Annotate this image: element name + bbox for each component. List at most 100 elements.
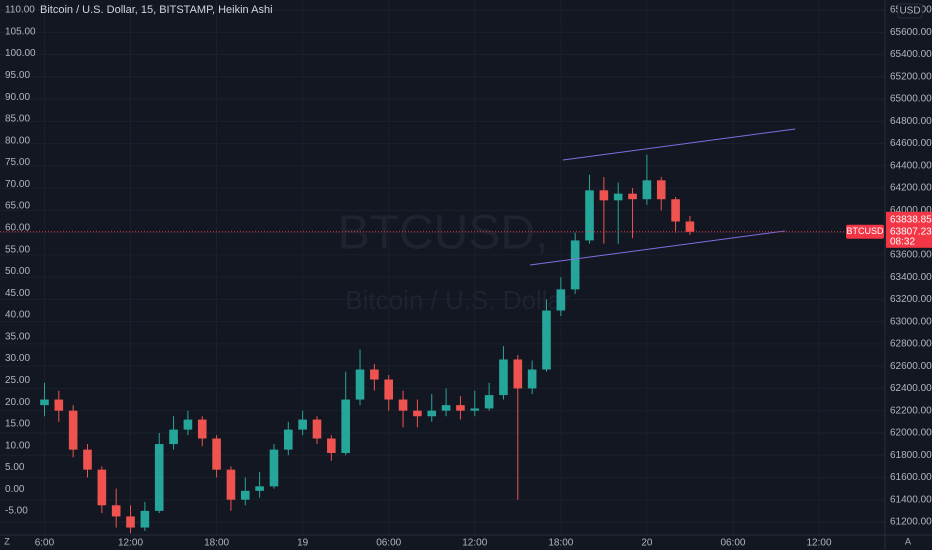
y2-tick-label: 10.00 xyxy=(5,440,30,451)
candle-body xyxy=(685,221,695,232)
candle-body xyxy=(169,429,178,445)
y2-tick-label: 50.00 xyxy=(5,266,30,277)
y-tick-label: 64000.00 xyxy=(890,205,932,216)
y2-tick-label: 45.00 xyxy=(5,288,30,299)
y2-tick-label: 20.00 xyxy=(5,397,30,408)
candle-body xyxy=(370,369,379,380)
candle-body xyxy=(154,444,164,511)
countdown-label: 08:32 xyxy=(890,236,915,247)
candle-body xyxy=(513,359,523,389)
candle-body xyxy=(642,180,652,200)
candle-body xyxy=(212,438,221,470)
candle-body xyxy=(355,369,365,400)
candle-body xyxy=(656,180,666,200)
candle-body xyxy=(54,399,64,411)
corner-left[interactable]: Z xyxy=(4,536,10,546)
y2-tick-label: 55.00 xyxy=(5,244,30,255)
candle-body xyxy=(456,405,465,411)
currency[interactable]: USD xyxy=(899,6,920,17)
candle-body xyxy=(40,399,49,406)
x-tick-label: 12:00 xyxy=(118,538,143,549)
trend-line xyxy=(562,128,796,161)
trend-line xyxy=(529,230,786,266)
y-tick-label: 62200.00 xyxy=(890,405,932,416)
corner-right[interactable]: A xyxy=(905,536,911,546)
y2-tick-label: 90.00 xyxy=(5,92,30,103)
candle-body xyxy=(484,395,494,409)
candle-body xyxy=(97,469,107,506)
y2-tick-label: 35.00 xyxy=(5,331,30,342)
candle-body xyxy=(384,379,394,400)
candle-body xyxy=(527,369,537,389)
candle-body xyxy=(126,516,135,528)
symbol-label: BTCUSD xyxy=(846,226,884,236)
y2-tick-label: 25.00 xyxy=(5,375,30,386)
candle-body xyxy=(413,410,422,417)
candle-body xyxy=(83,449,92,470)
y-tick-label: 61600.00 xyxy=(890,472,932,483)
y-tick-label: 65600.00 xyxy=(890,27,932,38)
overlays: BTCUSD xyxy=(0,128,885,266)
high-price-label: 63838.85 xyxy=(890,214,932,225)
candle-body xyxy=(298,419,307,430)
candle-body xyxy=(613,193,623,201)
y2-tick-label: 75.00 xyxy=(5,157,30,168)
watermark-symbol: BTCUSD, xyxy=(338,207,549,260)
y-tick-label: 64600.00 xyxy=(890,138,932,149)
candle-body xyxy=(599,190,609,201)
y2-tick-label: 5.00 xyxy=(5,462,25,473)
y-tick-label: 62600.00 xyxy=(890,361,932,372)
y-tick-label: 62000.00 xyxy=(890,428,932,439)
candle-body xyxy=(269,449,279,487)
y-tick-label: 65000.00 xyxy=(890,94,932,105)
price-label-box xyxy=(886,211,932,248)
y2-tick-label: 80.00 xyxy=(5,135,30,146)
grid xyxy=(0,0,885,535)
candle-body xyxy=(570,240,580,290)
y-tick-label: 64400.00 xyxy=(890,160,932,171)
x-tick-label: 12:00 xyxy=(807,538,832,549)
candle-body xyxy=(470,408,480,411)
y-tick-label: 61400.00 xyxy=(890,494,932,505)
y-tick-label: 63600.00 xyxy=(890,250,932,261)
x-tick-label: 6:00 xyxy=(35,538,55,549)
candle-body xyxy=(499,359,508,396)
candle-body xyxy=(671,199,680,222)
y-tick-label: 61200.00 xyxy=(890,517,932,528)
y-tick-label: 63400.00 xyxy=(890,272,932,283)
candle-body xyxy=(197,419,207,439)
y2-tick-label: -5.00 xyxy=(5,506,28,517)
candle-body xyxy=(226,469,236,500)
y-tick-label: 64200.00 xyxy=(890,183,932,194)
y2-tick-label: 0.00 xyxy=(5,484,25,495)
candle-body xyxy=(240,490,250,500)
candle-body xyxy=(183,419,193,430)
y2-tick-label: 105.00 xyxy=(5,26,36,37)
x-tick-label: 18:00 xyxy=(204,538,229,549)
candle-body xyxy=(284,429,293,450)
candle-body xyxy=(628,193,637,200)
y2-tick-label: 60.00 xyxy=(5,222,30,233)
y2-tick-label: 110.00 xyxy=(5,5,35,16)
candle-body xyxy=(542,310,551,370)
x-tick-label: 12:00 xyxy=(462,538,487,549)
x-tick-label: 20 xyxy=(641,538,653,549)
y-tick-label: 64800.00 xyxy=(890,116,932,127)
currency-box[interactable] xyxy=(897,3,923,19)
candle-body xyxy=(327,438,336,453)
candle-body xyxy=(556,289,566,311)
candle-body xyxy=(68,410,78,450)
chart-title: Bitcoin / U.S. Dollar, 15, BITSTAMP, Hei… xyxy=(40,4,273,16)
y-tick-label: 63000.00 xyxy=(890,316,932,327)
y2-tick-label: 100.00 xyxy=(5,48,36,59)
last-price-label: 63807.23 xyxy=(890,226,932,237)
candle-body xyxy=(312,419,322,439)
y2-tick-label: 85.00 xyxy=(5,114,30,125)
candle-body xyxy=(341,399,350,453)
y-tick-label: 62400.00 xyxy=(890,383,932,394)
candle-body xyxy=(140,510,150,528)
x-tick-label: 18:00 xyxy=(548,538,573,549)
candle-body xyxy=(427,410,437,417)
